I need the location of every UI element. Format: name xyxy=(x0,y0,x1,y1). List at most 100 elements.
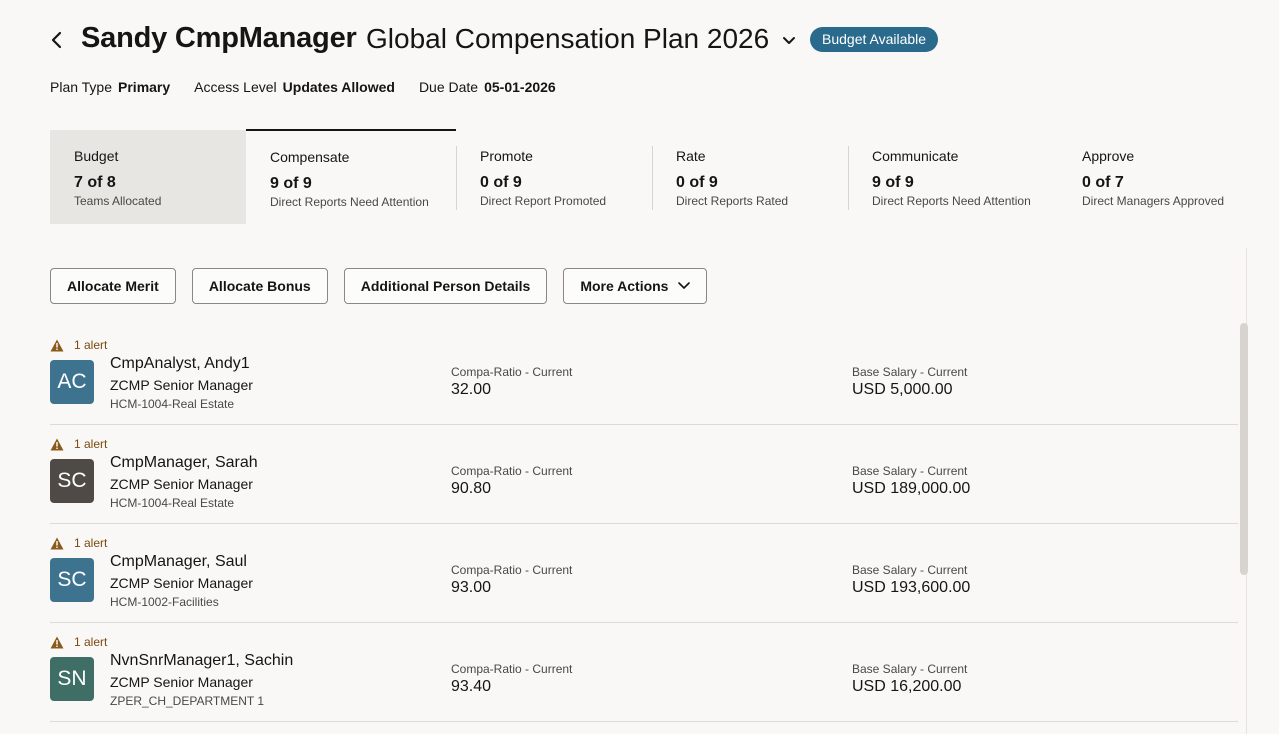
person-name-link[interactable]: NvnSnrManager1, Sachin xyxy=(110,652,294,669)
person-title: ZCMP Senior Manager xyxy=(110,575,253,591)
alert-text: 1 alert xyxy=(74,635,108,649)
alert-indicator[interactable]: 1 alert xyxy=(50,338,107,352)
person-name-link[interactable]: CmpAnalyst, Andy1 xyxy=(110,355,250,372)
compa-ratio-value: 90.80 xyxy=(451,480,492,497)
avatar: AC xyxy=(50,360,94,404)
tab-value: 9 of 9 xyxy=(872,174,914,191)
tab-value: 0 of 7 xyxy=(1082,174,1124,191)
tab-subtext: Direct Reports Need Attention xyxy=(270,195,429,209)
more-actions-label: More Actions xyxy=(580,278,669,294)
person-title: ZCMP Senior Manager xyxy=(110,476,253,492)
person-name-link[interactable]: CmpManager, Saul xyxy=(110,553,247,570)
person-department: HCM-1002-Facilities xyxy=(110,595,219,609)
compa-ratio-label: Compa-Ratio - Current xyxy=(451,662,573,676)
meta-label: Access Level xyxy=(194,79,277,95)
progress-tabs: Budget 7 of 8 Teams Allocated Compensate… xyxy=(50,129,1240,225)
tab-label: Approve xyxy=(1082,148,1135,164)
tab-rate[interactable]: Rate 0 of 9 Direct Reports Rated xyxy=(652,130,848,224)
plan-meta: Plan Type Primary Access Level Updates All… xyxy=(50,79,580,95)
allocate-bonus-button[interactable]: Allocate Bonus xyxy=(191,268,328,304)
person-title: ZCMP Senior Manager xyxy=(110,674,253,690)
alert-text: 1 alert xyxy=(74,536,108,550)
base-salary-label: Base Salary - Current xyxy=(852,662,968,676)
tab-communicate[interactable]: Communicate 9 of 9 Direct Reports Need A… xyxy=(848,130,1058,224)
base-salary-label: Base Salary - Current xyxy=(852,365,968,379)
avatar: SC xyxy=(50,558,94,602)
back-button[interactable] xyxy=(44,26,68,54)
tab-subtext: Direct Reports Need Attention xyxy=(872,194,1031,208)
person-name: Sandy CmpManager xyxy=(81,22,357,54)
base-salary-value: USD 5,000.00 xyxy=(852,381,953,398)
person-department: HCM-1004-Real Estate xyxy=(110,496,235,510)
compa-ratio-value: 93.40 xyxy=(451,678,492,695)
tab-divider xyxy=(652,146,653,210)
chevron-down-icon[interactable] xyxy=(780,32,798,50)
warning-icon xyxy=(50,636,64,648)
person-name-link[interactable]: CmpManager, Sarah xyxy=(110,454,258,471)
warning-icon xyxy=(50,537,64,549)
tab-label: Budget xyxy=(74,148,119,164)
tab-promote[interactable]: Promote 0 of 9 Direct Report Promoted xyxy=(456,130,652,224)
base-salary-value: USD 193,600.00 xyxy=(852,579,971,596)
tab-compensate[interactable]: Compensate 9 of 9 Direct Reports Need At… xyxy=(246,129,456,225)
tab-approve[interactable]: Approve 0 of 7 Direct Managers Approved xyxy=(1058,130,1240,224)
meta-value: 05-01-2026 xyxy=(484,79,556,95)
action-toolbar: Allocate Merit Allocate Bonus Additional… xyxy=(50,268,723,304)
meta-value: Updates Allowed xyxy=(282,79,395,95)
tab-value: 7 of 8 xyxy=(74,174,116,191)
tab-label: Compensate xyxy=(270,149,350,165)
more-actions-button[interactable]: More Actions xyxy=(563,268,708,304)
tab-label: Communicate xyxy=(872,148,959,164)
compa-ratio-value: 93.00 xyxy=(451,579,492,596)
tab-subtext: Direct Managers Approved xyxy=(1082,194,1225,208)
alert-indicator[interactable]: 1 alert xyxy=(50,536,107,550)
alert-indicator[interactable]: 1 alert xyxy=(50,437,107,451)
avatar: SN xyxy=(50,657,94,701)
person-department: HCM-1004-Real Estate xyxy=(110,397,235,411)
tab-label: Rate xyxy=(676,148,706,164)
additional-person-details-button[interactable]: Additional Person Details xyxy=(343,268,548,304)
meta-due-date: Due Date 05-01-2026 xyxy=(419,79,556,95)
tab-subtext: Teams Allocated xyxy=(74,194,162,208)
direct-reports-list: 1 alert AC CmpAnalyst, Andy1 ZCMP Senior… xyxy=(50,326,1238,722)
tab-subtext: Direct Report Promoted xyxy=(480,194,607,208)
tab-label: Promote xyxy=(480,148,533,164)
warning-icon xyxy=(50,339,64,351)
tab-value: 0 of 9 xyxy=(480,174,522,191)
tab-budget[interactable]: Budget 7 of 8 Teams Allocated xyxy=(50,130,246,224)
base-salary-value: USD 16,200.00 xyxy=(852,678,962,695)
avatar: SC xyxy=(50,459,94,503)
alert-indicator[interactable]: 1 alert xyxy=(50,635,107,649)
chevron-left-icon xyxy=(51,31,62,49)
list-item[interactable]: 1 alert SC CmpManager, Saul ZCMP Senior … xyxy=(50,524,1238,623)
tab-value: 0 of 9 xyxy=(676,174,718,191)
scrollbar-thumb[interactable] xyxy=(1240,323,1248,575)
compa-ratio-label: Compa-Ratio - Current xyxy=(451,365,573,379)
meta-label: Due Date xyxy=(418,79,479,95)
compa-ratio-label: Compa-Ratio - Current xyxy=(451,563,573,577)
list-item[interactable]: 1 alert SN NvnSnrManager1, Sachin ZCMP S… xyxy=(50,623,1238,722)
base-salary-label: Base Salary - Current xyxy=(852,464,968,478)
list-item[interactable]: 1 alert SC CmpManager, Sarah ZCMP Senior… xyxy=(50,425,1238,524)
base-salary-value: USD 189,000.00 xyxy=(852,480,971,497)
plan-name[interactable]: Global Compensation Plan 2026 xyxy=(366,23,770,54)
chevron-down-icon xyxy=(678,282,691,289)
status-badge: Budget Available xyxy=(810,27,939,52)
person-department: ZPER_CH_DEPARTMENT 1 xyxy=(110,694,265,708)
meta-value: Primary xyxy=(118,79,171,95)
page-header: Sandy CmpManager Global Compensation Pla… xyxy=(0,0,1279,72)
tab-divider xyxy=(456,146,457,210)
meta-label: Plan Type xyxy=(50,79,113,95)
person-title: ZCMP Senior Manager xyxy=(110,377,253,393)
tab-subtext: Direct Reports Rated xyxy=(676,194,789,208)
alert-text: 1 alert xyxy=(74,437,108,451)
alert-text: 1 alert xyxy=(74,338,108,352)
compa-ratio-value: 32.00 xyxy=(451,381,492,398)
list-item[interactable]: 1 alert AC CmpAnalyst, Andy1 ZCMP Senior… xyxy=(50,326,1238,425)
compa-ratio-label: Compa-Ratio - Current xyxy=(451,464,573,478)
base-salary-label: Base Salary - Current xyxy=(852,563,968,577)
meta-access-level: Access Level Updates Allowed xyxy=(194,79,395,95)
tab-divider xyxy=(848,146,849,210)
allocate-merit-button[interactable]: Allocate Merit xyxy=(50,268,176,304)
warning-icon xyxy=(50,438,64,450)
